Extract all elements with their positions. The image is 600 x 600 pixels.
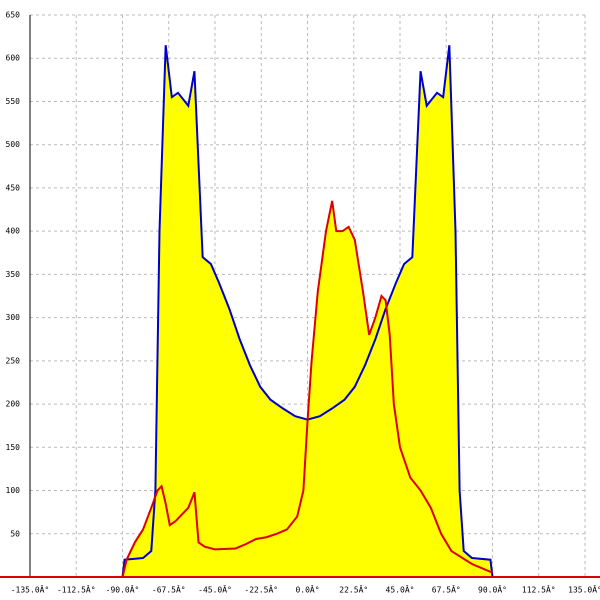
x-tick-label: 22.5Â° [339,584,368,595]
y-tick-label: 50 [10,529,20,538]
x-tick-label: -22.5Â° [244,584,278,595]
x-tick-label: 0.0Â° [295,584,319,595]
y-tick-label: 650 [6,11,21,20]
y-tick-label: 100 [6,486,21,495]
y-tick-label: 400 [6,227,21,236]
y-tick-label: 250 [6,356,21,365]
y-tick-label: 550 [6,97,21,106]
y-tick-label: 200 [6,400,21,409]
x-tick-label: 90.0Â° [478,584,507,595]
x-tick-label: 45.0Â° [386,584,415,595]
x-tick-label: -135.0Â° [11,584,50,595]
y-tick-label: 300 [6,313,21,322]
y-tick-label: 500 [6,140,21,149]
y-tick-label: 600 [6,54,21,63]
y-tick-label: 450 [6,183,21,192]
y-tick-label: 150 [6,443,21,452]
x-tick-label: -45.0Â° [198,584,232,595]
x-tick-label: 112.5Â° [522,584,556,595]
x-tick-label: -112.5Â° [57,584,96,595]
x-tick-label: -90.0Â° [106,584,140,595]
series-line [121,200,493,578]
x-tick-label: -67.5Â° [152,584,186,595]
x-tick-label: 135.0Â° [568,584,600,595]
x-tick-label: 67.5Â° [432,584,461,595]
area-fill [122,200,493,577]
y-tick-label: 350 [6,270,21,279]
